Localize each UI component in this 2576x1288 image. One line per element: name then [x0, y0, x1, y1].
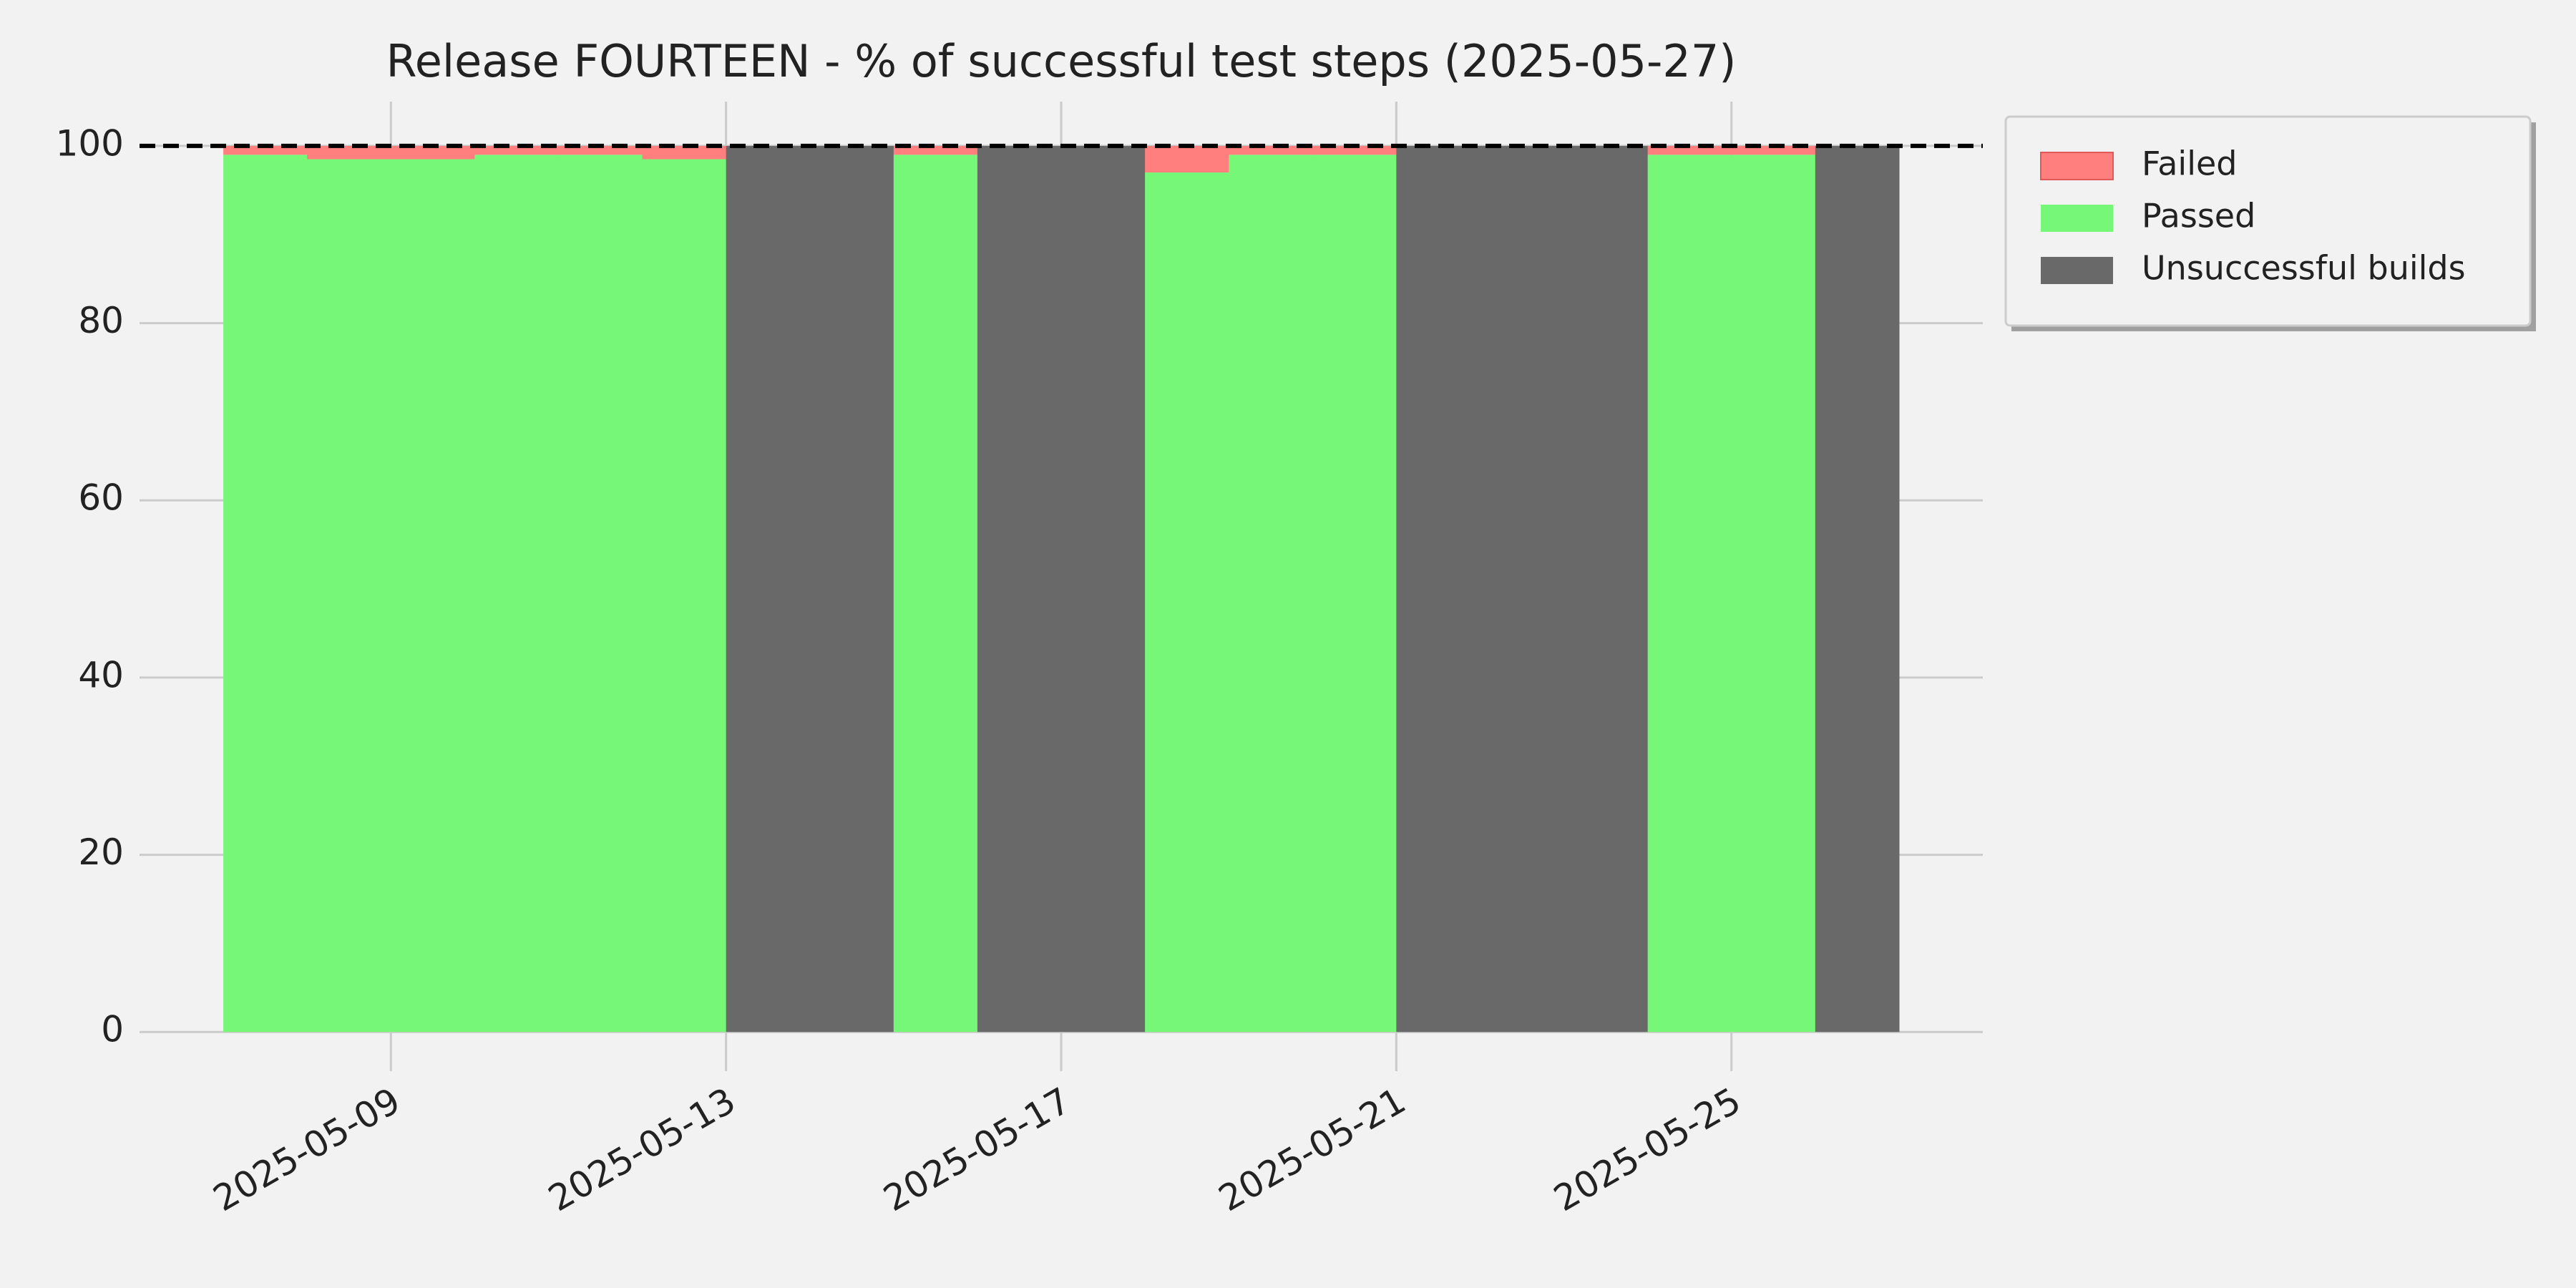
area-segment — [1480, 145, 1565, 1033]
y-tick-label: 40 — [78, 654, 124, 696]
y-tick-label: 20 — [78, 831, 124, 873]
area-segment — [1145, 172, 1229, 1033]
area-segment — [893, 145, 978, 155]
y-tick-label: 80 — [78, 300, 124, 341]
area-segment — [1731, 155, 1816, 1033]
y-tick-label: 0 — [101, 1009, 124, 1050]
x-tick-label: 2025-05-13 — [542, 1080, 743, 1220]
legend-swatch — [2040, 152, 2114, 180]
area-segment — [558, 145, 643, 155]
area-segment — [223, 155, 308, 1033]
legend-label: Unsuccessful builds — [2142, 249, 2466, 288]
legend-swatch — [2041, 257, 2113, 284]
area-segment — [726, 145, 811, 1033]
legend: Failed Passed Unsuccessful builds — [2004, 115, 2536, 331]
area-segment — [1229, 145, 1313, 155]
area-segment — [1815, 145, 1900, 1033]
area-segment — [1312, 155, 1397, 1033]
area-segment — [391, 145, 475, 160]
x-tick-label: 2025-05-25 — [1547, 1080, 1748, 1220]
area-segment — [1229, 155, 1313, 1033]
area-segment — [1647, 155, 1732, 1033]
area-segment — [307, 145, 391, 160]
x-tick-label: 2025-05-17 — [877, 1080, 1078, 1220]
area-segment — [1061, 145, 1146, 1033]
area-segment — [1396, 145, 1481, 1033]
area-segment — [223, 145, 308, 155]
x-tick-label: 2025-05-21 — [1211, 1080, 1413, 1220]
marks — [223, 145, 1900, 1033]
area-segment — [1145, 145, 1229, 173]
area-segment — [642, 145, 727, 160]
y-tick-label: 100 — [56, 122, 124, 164]
area-segment — [809, 145, 894, 1033]
area-segment — [558, 155, 643, 1033]
area-segment — [1312, 145, 1397, 155]
legend-swatch — [2041, 205, 2113, 232]
area-segment — [391, 159, 475, 1033]
area-segment — [642, 159, 727, 1033]
area-segment — [474, 145, 560, 155]
chart-title: Release FOURTEEN - % of successful test … — [386, 35, 1736, 87]
area-segment — [1731, 145, 1816, 155]
area-segment — [893, 155, 978, 1033]
legend-label: Failed — [2142, 145, 2238, 183]
area-segment — [1647, 145, 1732, 155]
area-segment — [977, 145, 1062, 1033]
legend-box — [2004, 115, 2532, 327]
y-tick-label: 60 — [78, 477, 124, 519]
legend-label: Passed — [2142, 197, 2255, 235]
area-segment — [474, 155, 560, 1033]
area-segment — [307, 159, 391, 1033]
area-segment — [1563, 145, 1649, 1033]
x-tick-label: 2025-05-09 — [206, 1080, 407, 1220]
